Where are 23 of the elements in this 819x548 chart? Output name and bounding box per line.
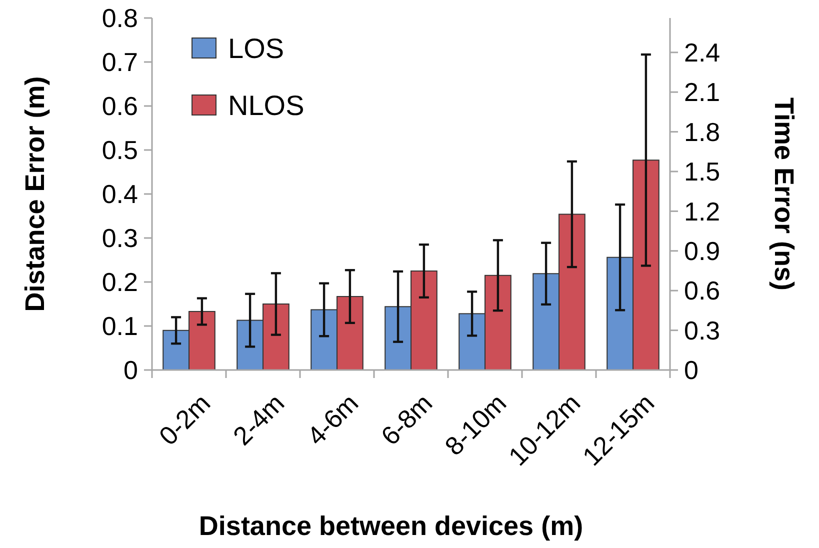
y2-tick-label: 2.4 (684, 38, 720, 68)
y-tick-label: 0.4 (102, 179, 138, 210)
y2-tick-label: 1.5 (684, 156, 720, 187)
x-axis-title: Distance between devices (m) (198, 511, 584, 541)
y2-tick-label: 0 (684, 355, 698, 386)
y-tick-label: 0.7 (102, 47, 138, 78)
y-tick-label: 0 (124, 355, 138, 386)
legend-label: NLOS (228, 90, 304, 121)
y2-axis-title: Time Error (ns) (769, 97, 799, 291)
y2-tick-label: 2.1 (684, 77, 720, 108)
y-tick-label: 0.6 (102, 91, 138, 122)
y-tick-label: 0.5 (102, 135, 138, 166)
y2-tick-label: 0.6 (684, 276, 720, 306)
y-axis-title: Distance Error (m) (20, 76, 50, 312)
y2-tick-label: 0.3 (684, 315, 720, 346)
y2-tick-label: 0.9 (684, 236, 720, 266)
y-tick-label: 0.3 (102, 223, 138, 254)
y-tick-label: 0.2 (102, 267, 138, 298)
y-tick-label: 0.8 (102, 3, 138, 34)
y-tick-label: 0.1 (102, 311, 138, 342)
legend-label: LOS (228, 32, 284, 64)
y2-tick-label: 1.8 (684, 116, 720, 147)
y2-tick-label: 1.2 (684, 196, 720, 226)
